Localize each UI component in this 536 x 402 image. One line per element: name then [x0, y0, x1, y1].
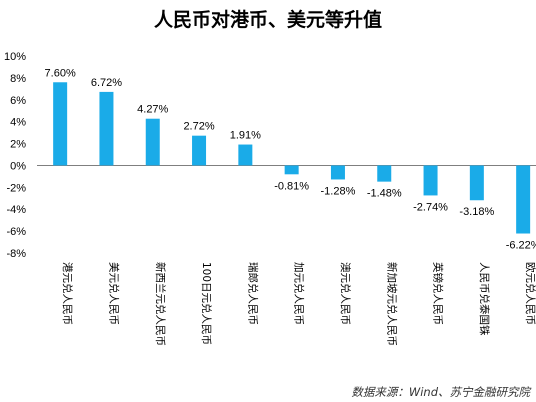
y-tick-label: 4% [10, 117, 26, 129]
category-label: 欧元兑人民币 [524, 262, 536, 325]
category-label: 瑞郎兑人民币 [246, 262, 259, 325]
y-tick-label: 2% [10, 139, 26, 151]
y-tick-label: -8% [6, 248, 26, 260]
data-label: -6.22% [506, 240, 536, 252]
source-note: 数据来源：Wind、苏宁金融研究院 [351, 385, 531, 399]
category-label: 新西兰元兑人民币 [154, 262, 167, 346]
data-label: 1.91% [230, 130, 261, 142]
bar [53, 82, 68, 166]
category-label: 100日元兑人民币 [200, 262, 213, 345]
data-label: 7.60% [45, 67, 76, 79]
data-label: 6.72% [91, 77, 122, 89]
data-label: -2.74% [413, 201, 448, 213]
data-label: -0.81% [274, 180, 309, 192]
y-tick-label: 10% [4, 51, 26, 63]
data-label: -1.48% [367, 188, 402, 200]
bar [238, 144, 253, 166]
data-label: -3.18% [459, 206, 494, 218]
y-tick-label: 6% [10, 95, 26, 107]
bar [192, 135, 207, 166]
category-label: 加元兑人民币 [293, 262, 306, 325]
y-tick-label: 0% [10, 160, 26, 172]
bar [516, 165, 531, 234]
category-label: 港元兑人民币 [61, 262, 74, 325]
category-labels: 港元兑人民币 美元兑人民币 新西兰元兑人民币 100日元兑人民币 瑞郎兑人民币 加元兑人民… [61, 262, 536, 346]
y-tick-label: -4% [6, 204, 26, 216]
data-label: 4.27% [137, 104, 168, 116]
data-labels: 7.60% 6.72% 4.27% 2.72% 1.91% -0.81% -1.28% -1.… [45, 67, 536, 251]
y-axis: 10% 8% 6% 4% 2% 0% -2% -4% -6% -8% [4, 51, 26, 260]
bar-series [53, 82, 531, 234]
y-tick-label: -2% [6, 182, 26, 194]
category-label: 英镑兑人民币 [432, 262, 445, 325]
bar [377, 165, 392, 182]
category-label: 美元兑人民币 [107, 262, 120, 325]
category-label: 新加坡元兑人民币 [385, 262, 398, 346]
category-label: 人民币兑泰国铢 [478, 262, 491, 336]
y-tick-label: -6% [6, 226, 26, 238]
category-label: 澳元兑人民币 [339, 262, 352, 325]
bar [423, 165, 438, 196]
data-label: -1.28% [321, 185, 356, 197]
y-tick-label: 8% [10, 73, 26, 85]
bar [145, 118, 160, 166]
bar [469, 165, 484, 201]
data-label: 2.72% [183, 121, 214, 133]
bar [284, 165, 299, 175]
bar [330, 165, 345, 180]
chart-title: 人民币对港币、美元等升值 [154, 8, 382, 31]
bar [99, 91, 114, 166]
